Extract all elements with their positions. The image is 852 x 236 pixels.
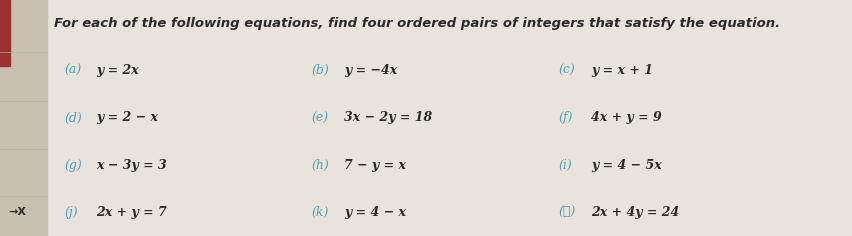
Text: (ℓ): (ℓ) [558, 206, 575, 219]
Text: (j): (j) [64, 206, 78, 219]
Text: y = 2x: y = 2x [96, 64, 139, 77]
Text: 2x + y = 7: 2x + y = 7 [96, 206, 167, 219]
Text: (e): (e) [311, 111, 328, 125]
Text: 7 − y = x: 7 − y = x [343, 159, 406, 172]
Text: x − 3y = 3: x − 3y = 3 [96, 159, 167, 172]
Text: (f): (f) [558, 111, 573, 125]
Text: (d): (d) [64, 111, 82, 125]
Text: y = 4 − 5x: y = 4 − 5x [590, 159, 661, 172]
Text: (a): (a) [64, 64, 81, 77]
Text: y = −4x: y = −4x [343, 64, 396, 77]
Bar [0, 0, 10, 66]
Text: y = x + 1: y = x + 1 [590, 64, 653, 77]
Text: 4x + y = 9: 4x + y = 9 [590, 111, 661, 125]
Text: y = 2 − x: y = 2 − x [96, 111, 158, 125]
Text: (c): (c) [558, 64, 575, 77]
Text: (h): (h) [311, 159, 329, 172]
Text: For each of the following equations, find four ordered pairs of integers that sa: For each of the following equations, fin… [54, 17, 779, 30]
Text: (k): (k) [311, 206, 328, 219]
Text: →X: →X [9, 207, 26, 217]
Text: 3x − 2y = 18: 3x − 2y = 18 [343, 111, 431, 125]
Text: y = 4 − x: y = 4 − x [343, 206, 406, 219]
Text: (b): (b) [311, 64, 329, 77]
Text: 2x + 4y = 24: 2x + 4y = 24 [590, 206, 678, 219]
Text: (g): (g) [64, 159, 82, 172]
Text: (i): (i) [558, 159, 572, 172]
Bar [0, 0, 47, 236]
